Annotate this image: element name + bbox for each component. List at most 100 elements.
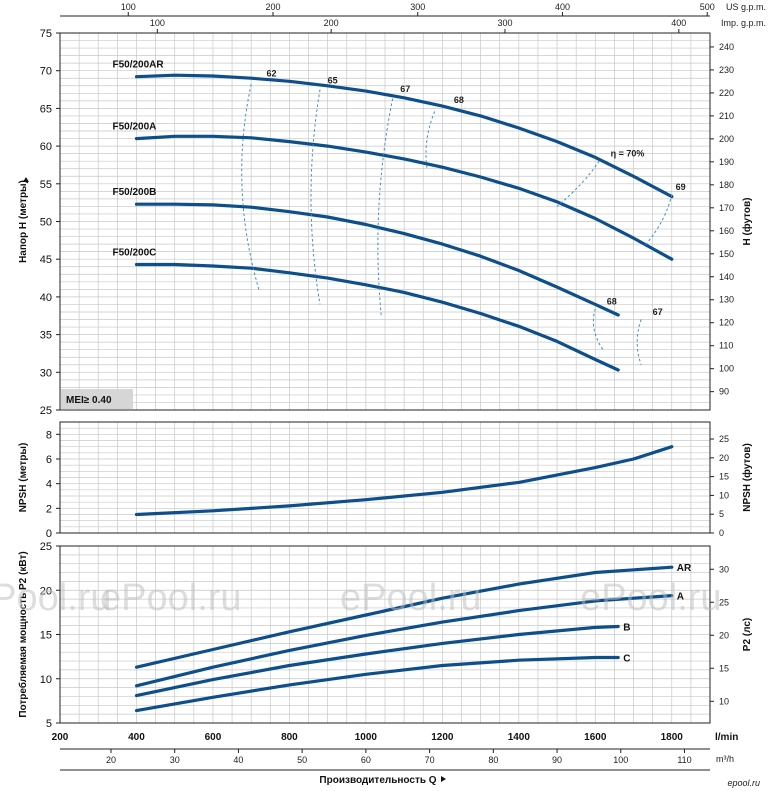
y2-tick-label: 0 <box>719 528 724 538</box>
y2-tick-label: 120 <box>719 318 734 328</box>
y-tick-label: 25 <box>40 405 52 417</box>
y-axis-title: Напор H (метры) <box>18 180 29 263</box>
x-axis-arrow-icon <box>441 776 446 782</box>
y2-tick-label: 25 <box>719 597 729 607</box>
y2-tick-label: 220 <box>719 88 734 98</box>
efficiency-curve <box>425 111 436 169</box>
y2-tick-label: 200 <box>719 134 734 144</box>
x-tick-label-lmin: 1000 <box>355 732 378 743</box>
y2-tick-label: 140 <box>719 272 734 282</box>
x-tick-label-m3h: 110 <box>677 755 691 765</box>
y2-axis-title: H (футов) <box>741 198 753 246</box>
x-tick-label-m3h: 60 <box>361 755 371 765</box>
y2-tick-label: 240 <box>719 42 734 52</box>
x-axis-title: Производительность Q <box>319 775 436 786</box>
y2-tick-label: 90 <box>719 387 729 397</box>
us-gpm-tick-label: 500 <box>700 2 715 12</box>
us-gpm-tick-label: 200 <box>265 2 280 12</box>
x-tick-label-lmin: 1600 <box>584 732 607 743</box>
watermark-text: ePool.ru <box>100 577 242 619</box>
imp-gpm-tick-label: 100 <box>150 18 165 28</box>
y2-tick-label: 170 <box>719 203 734 213</box>
series-label: F50/200A <box>112 122 156 133</box>
efficiency-curve <box>310 89 321 305</box>
y2-tick-label: 100 <box>719 364 734 374</box>
series-label: AR <box>677 563 692 574</box>
imp-gpm-tick-label: 200 <box>324 18 339 28</box>
x-tick-label-m3h: 50 <box>297 755 307 765</box>
y2-tick-label: 110 <box>719 341 733 351</box>
x-tick-label-lmin: 1400 <box>508 732 531 743</box>
efficiency-curve <box>644 194 673 246</box>
text-layer: 2530354045505560657075901001101201301401… <box>17 2 766 786</box>
y-tick-label: 20 <box>40 585 52 597</box>
y-tick-label: 65 <box>40 103 52 115</box>
us-gpm-tick-label: 400 <box>555 2 570 12</box>
y-tick-label: 15 <box>40 630 52 642</box>
watermark-text: ePool.ru <box>0 577 112 619</box>
series-label: F50/200AR <box>112 60 164 71</box>
plot-frame <box>59 421 711 534</box>
watermark-text: ePool.ru <box>580 577 722 619</box>
x-tick-label-m3h: 30 <box>170 755 180 765</box>
x-unit-m3h: m³/h <box>716 754 734 764</box>
efficiency-curve <box>556 160 600 207</box>
series-label: F50/200C <box>112 247 156 258</box>
y-tick-label: 4 <box>46 479 52 491</box>
x-unit-lmin: l/min <box>715 732 738 743</box>
efficiency-label: 65 <box>328 76 338 86</box>
y2-tick-label: 30 <box>719 564 729 574</box>
efficiency-curve <box>377 98 394 316</box>
imp-gpm-label: Imp. g.p.m. <box>721 18 766 28</box>
y-tick-label: 5 <box>46 718 52 730</box>
y-tick-label: 35 <box>40 330 52 342</box>
footer-logo: epool.ru <box>727 778 760 788</box>
series-line <box>134 202 620 317</box>
watermark-text: ePool.ru <box>340 577 482 619</box>
series-line <box>134 262 620 372</box>
us-gpm-tick-label: 100 <box>121 2 136 12</box>
y2-tick-label: 10 <box>719 490 729 500</box>
y-tick-label: 75 <box>40 28 52 40</box>
mei-badge-background <box>61 389 133 409</box>
y2-tick-label: 15 <box>719 663 729 673</box>
mei-badge: MEI≥ 0.40 <box>66 395 112 406</box>
x-tick-label-lmin: 200 <box>52 732 69 743</box>
y-tick-label: 40 <box>40 292 52 304</box>
y2-tick-label: 5 <box>719 509 724 519</box>
x-tick-label-lmin: 800 <box>281 732 298 743</box>
x-tick-label-m3h: 90 <box>552 755 562 765</box>
series-line <box>134 73 674 199</box>
efficiency-curve <box>636 319 642 365</box>
y2-tick-label: 230 <box>719 65 734 75</box>
y-axis-title: Потребляемая мощность P2 (кВт) <box>17 551 29 717</box>
series-label: A <box>677 592 684 603</box>
x-tick-label-lmin: 1200 <box>431 732 454 743</box>
y2-tick-label: 15 <box>719 472 729 482</box>
grid-layer <box>56 12 714 771</box>
efficiency-curve <box>241 84 260 290</box>
imp-gpm-tick-label: 400 <box>671 18 686 28</box>
curves-layer <box>134 73 674 713</box>
y-tick-label: 25 <box>40 541 52 553</box>
efficiency-label: 68 <box>454 95 464 105</box>
y2-tick-label: 130 <box>719 295 734 305</box>
y-tick-label: 70 <box>40 66 52 78</box>
series-line <box>134 655 620 713</box>
y-tick-label: 2 <box>46 503 52 515</box>
efficiency-label: 68 <box>607 296 617 306</box>
y-tick-label: 10 <box>40 674 52 686</box>
efficiency-label: 62 <box>266 69 276 79</box>
x-tick-label-m3h: 20 <box>106 755 116 765</box>
x-tick-label-m3h: 70 <box>425 755 435 765</box>
series-line <box>134 594 674 688</box>
y2-tick-label: 180 <box>719 180 734 190</box>
y-tick-label: 60 <box>40 141 52 153</box>
y2-tick-label: 150 <box>719 249 734 259</box>
efficiency-curve <box>592 308 604 350</box>
x-tick-label-lmin: 1800 <box>661 732 684 743</box>
y-axis-arrow-icon <box>23 177 29 182</box>
x-tick-label-lmin: 400 <box>128 732 145 743</box>
